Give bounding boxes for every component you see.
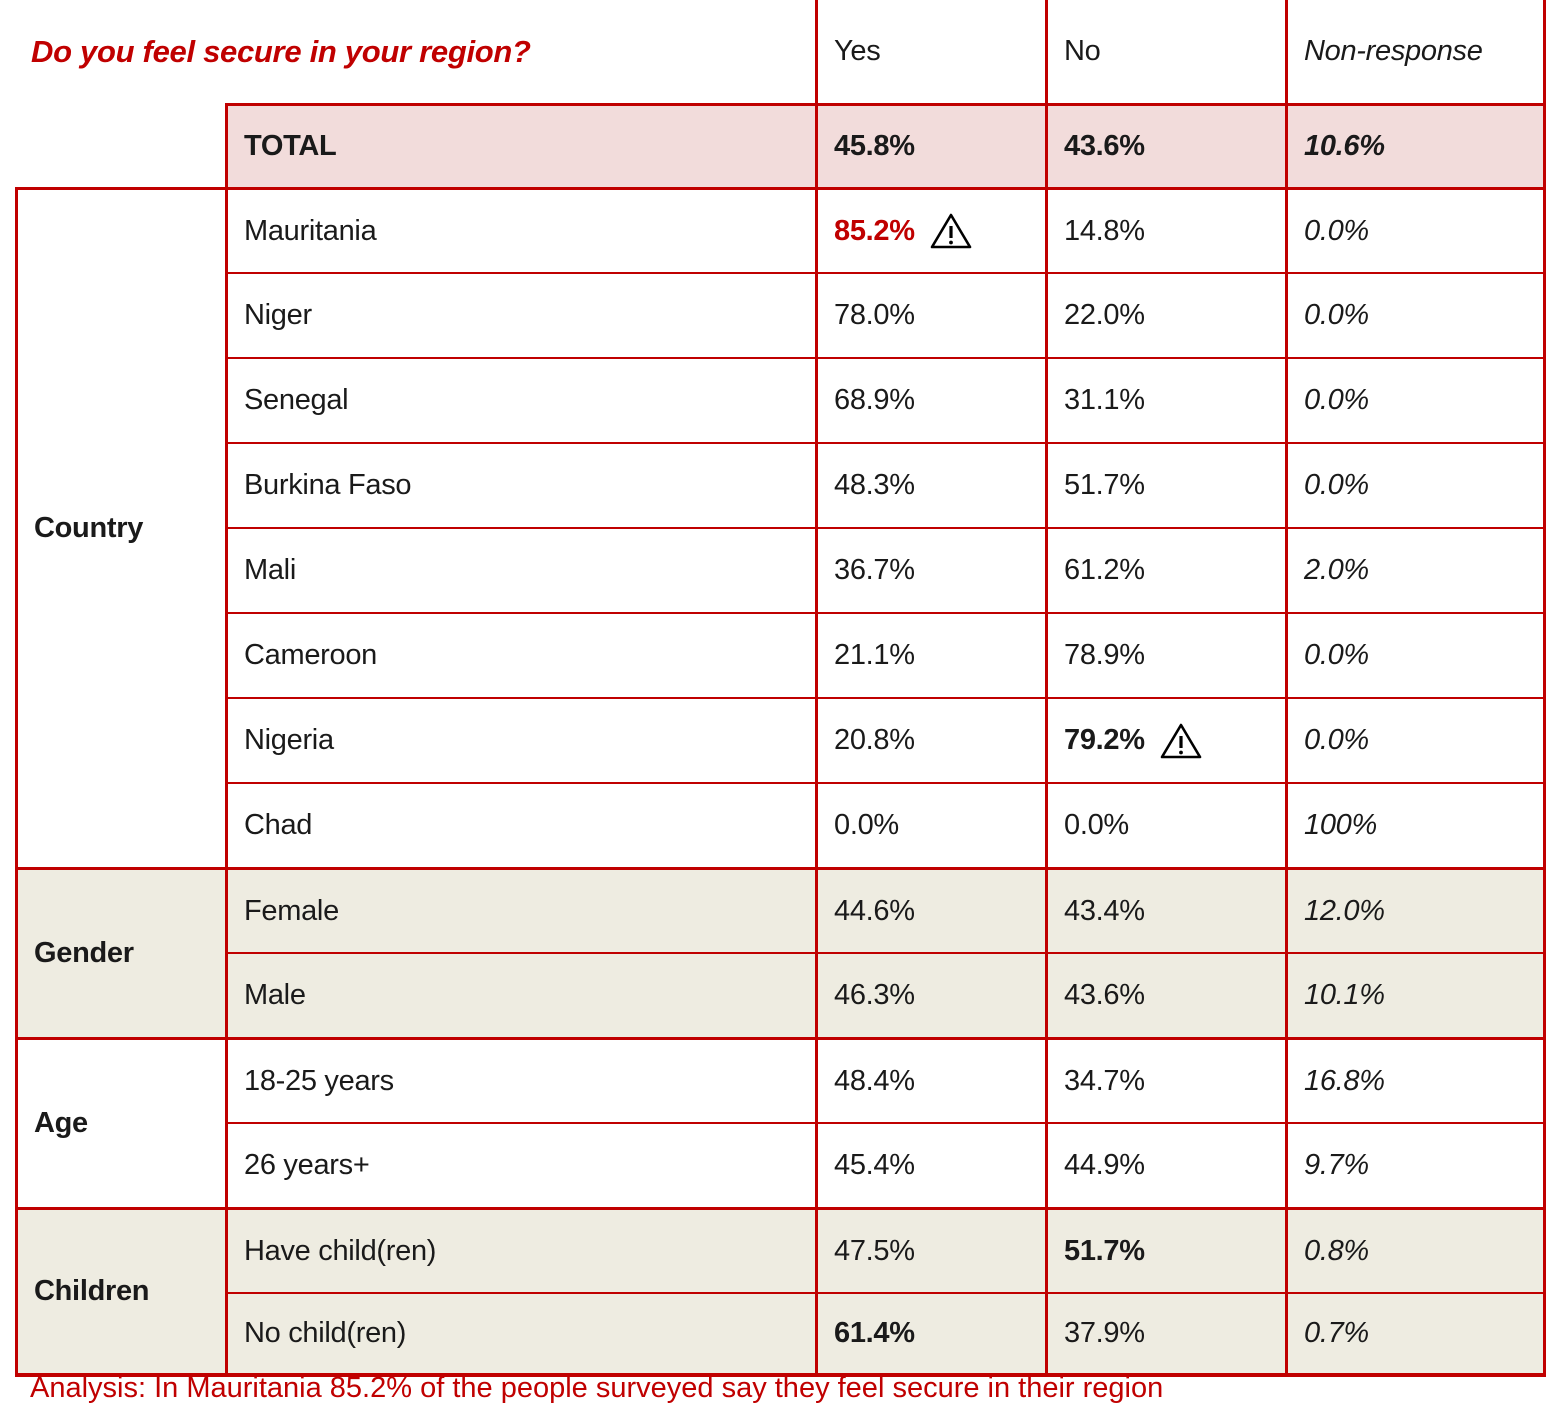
total-no-value: 43.6% [1045,103,1285,187]
cell-yes: 85.2% [815,187,1045,272]
cell-yes: 61.4% [815,1292,1045,1377]
cell-yes: 0.0% [815,782,1045,867]
row-label: Niger [225,272,815,357]
cell-no: 34.7% [1045,1037,1285,1122]
row-label: Have child(ren) [225,1207,815,1292]
group-label-age: Age [15,1037,225,1207]
cell-nonresponse: 0.0% [1285,697,1546,782]
cell-nonresponse: 0.8% [1285,1207,1546,1292]
cell-no: 37.9% [1045,1292,1285,1377]
row-label: Burkina Faso [225,442,815,527]
total-row-label: TOTAL [225,103,815,187]
cell-no: 22.0% [1045,272,1285,357]
cell-no: 79.2% [1045,697,1285,782]
cell-yes: 45.4% [815,1122,1045,1207]
row-label: 18-25 years [225,1037,815,1122]
blank-cell [15,103,225,187]
group-label-gender: Gender [15,867,225,1037]
cell-nonresponse: 0.0% [1285,442,1546,527]
cell-no: 43.4% [1045,867,1285,952]
cell-yes: 44.6% [815,867,1045,952]
cell-yes: 36.7% [815,527,1045,612]
cell-nonresponse: 0.7% [1285,1292,1546,1377]
cell-nonresponse: 2.0% [1285,527,1546,612]
column-header-yes: Yes [815,0,1045,103]
column-header-nonresponse: Non-response [1285,0,1546,103]
cell-nonresponse: 0.0% [1285,612,1546,697]
cell-no: 43.6% [1045,952,1285,1037]
highlighted-value: 85.2% [834,214,915,247]
cell-nonresponse: 0.0% [1285,272,1546,357]
cell-yes: 21.1% [815,612,1045,697]
row-label: Chad [225,782,815,867]
cell-no: 0.0% [1045,782,1285,867]
cell-yes: 68.9% [815,357,1045,442]
warning-icon [930,213,972,249]
column-header-no: No [1045,0,1285,103]
row-label: Senegal [225,357,815,442]
group-label-country: Country [15,187,225,867]
row-label: No child(ren) [225,1292,815,1377]
row-label: Mauritania [225,187,815,272]
cell-nonresponse: 9.7% [1285,1122,1546,1207]
warning-icon [1160,723,1202,758]
cell-no: 44.9% [1045,1122,1285,1207]
row-label: Male [225,952,815,1037]
cell-yes: 48.4% [815,1037,1045,1122]
cell-no: 78.9% [1045,612,1285,697]
cell-nonresponse: 100% [1285,782,1546,867]
cell-no: 51.7% [1045,442,1285,527]
highlighted-value: 79.2% [1064,724,1145,756]
row-label: Female [225,867,815,952]
cell-nonresponse: 12.0% [1285,867,1546,952]
cell-no: 31.1% [1045,357,1285,442]
cell-yes: 47.5% [815,1207,1045,1292]
cell-no: 61.2% [1045,527,1285,612]
cell-no: 14.8% [1045,187,1285,272]
cell-no: 51.7% [1045,1207,1285,1292]
total-yes-value: 45.8% [815,103,1045,187]
table-title: Do you feel secure in your region? [31,33,531,69]
survey-table: Do you feel secure in your region? Yes N… [15,0,1546,1377]
cell-yes: 48.3% [815,442,1045,527]
row-label: Cameroon [225,612,815,697]
cell-yes: 20.8% [815,697,1045,782]
cell-nonresponse: 10.1% [1285,952,1546,1037]
cell-nonresponse: 0.0% [1285,187,1546,272]
group-label-children: Children [15,1207,225,1377]
cell-nonresponse: 16.8% [1285,1037,1546,1122]
row-label: 26 years+ [225,1122,815,1207]
row-label: Mali [225,527,815,612]
total-nonresponse-value: 10.6% [1285,103,1546,187]
row-label: Nigeria [225,697,815,782]
cell-nonresponse: 0.0% [1285,357,1546,442]
cell-yes: 46.3% [815,952,1045,1037]
cell-yes: 78.0% [815,272,1045,357]
